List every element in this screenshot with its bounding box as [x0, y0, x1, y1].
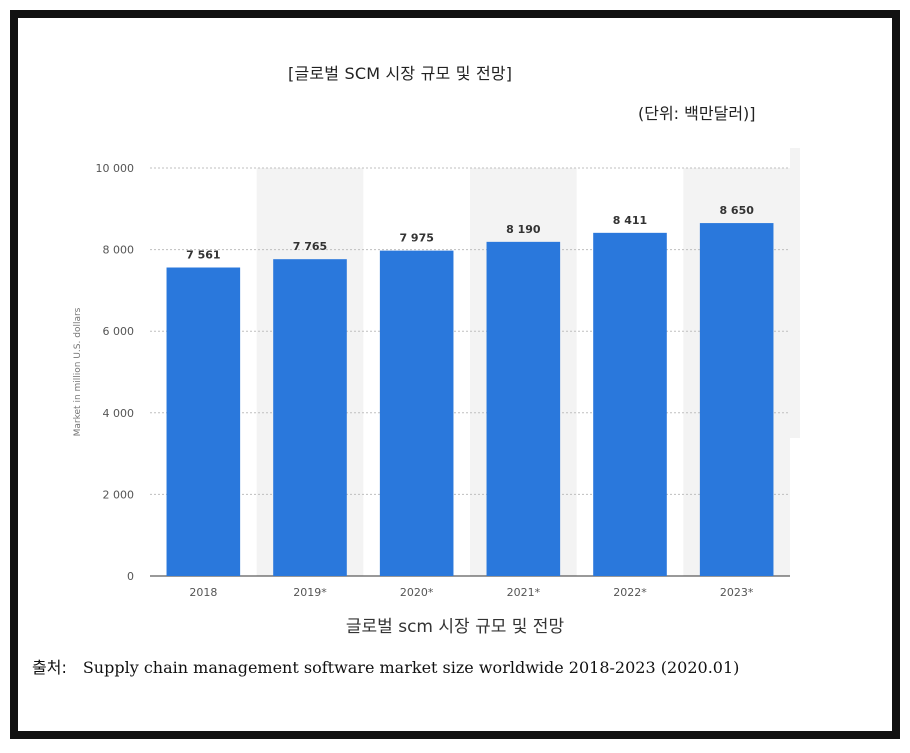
value-label: 8 190 — [506, 223, 541, 236]
value-label: 8 650 — [719, 204, 754, 217]
bar — [486, 241, 561, 576]
bar — [593, 232, 667, 576]
x-tick-label: 2020* — [400, 586, 434, 599]
x-tick-label: 2019* — [293, 586, 327, 599]
x-tick-label: 2018 — [189, 586, 217, 599]
y-tick-label: 6 000 — [103, 325, 135, 338]
y-tick-label: 8 000 — [103, 244, 135, 257]
bar — [273, 259, 347, 576]
value-label: 8 411 — [613, 214, 647, 227]
unit-label: (단위: 백만달러)] — [638, 104, 756, 123]
y-tick-label: 2 000 — [103, 488, 135, 501]
source-label: 출처: — [32, 658, 67, 677]
bar — [699, 223, 774, 576]
y-tick-label: 10 000 — [96, 162, 135, 175]
chart-title: [글로벌 SCM 시장 규모 및 전망] — [288, 64, 513, 83]
figure-frame: [글로벌 SCM 시장 규모 및 전망] (단위: 백만달러)] 0 2 000 4… — [10, 10, 900, 739]
background-band — [790, 148, 800, 438]
y-tick-label: 0 — [127, 570, 134, 583]
source-text: Supply chain management software market … — [82, 658, 740, 677]
x-tick-label: 2021* — [507, 586, 541, 599]
x-tick-label: 2023* — [720, 586, 754, 599]
bar — [166, 267, 241, 576]
value-label: 7 765 — [293, 240, 327, 253]
bar-chart-svg: 0 2 000 4 000 6 000 8 000 10 000 7 561 2018 7 76… — [73, 148, 800, 599]
value-label: 7 561 — [186, 249, 220, 262]
chart-caption: 글로벌 scm 시장 규모 및 전망 — [345, 617, 565, 637]
bar — [379, 250, 454, 576]
y-tick-label: 4 000 — [103, 407, 135, 420]
source-note: 출처: Supply chain management software mark… — [32, 652, 792, 683]
x-tick-label: 2022* — [613, 586, 647, 599]
y-axis-title: Market in million U.S. dollars — [73, 307, 83, 436]
bar-chart: 0 2 000 4 000 6 000 8 000 10 000 7 561 2018 7 76… — [58, 138, 818, 608]
value-label: 7 975 — [399, 232, 433, 245]
